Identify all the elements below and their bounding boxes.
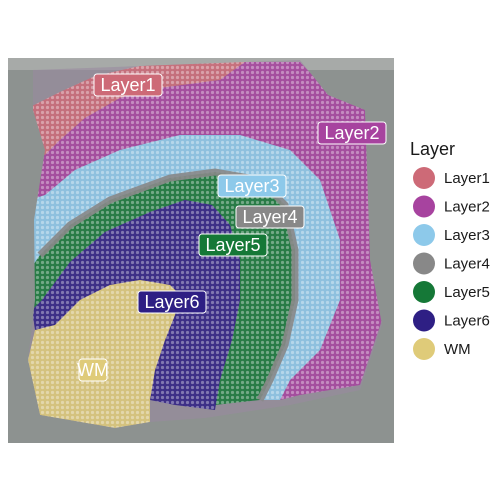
svg-text:Layer1: Layer1 — [100, 75, 155, 95]
legend: Layer Layer1 Layer2 Layer3 Layer4 Layer5 Laye… — [410, 139, 490, 360]
legend-item-layer4: Layer4 — [413, 252, 490, 275]
svg-text:Layer2: Layer2 — [324, 123, 379, 143]
svg-text:Layer3: Layer3 — [224, 176, 279, 196]
region-label-box — [235, 205, 305, 229]
legend-swatch — [413, 224, 435, 246]
svg-text:Layer4: Layer4 — [242, 207, 297, 227]
region-label-wm: WM — [77, 358, 109, 382]
legend-swatch — [413, 338, 435, 360]
region-label-layer2: Layer2 — [317, 121, 387, 145]
legend-title: Layer — [410, 139, 455, 159]
svg-text:Layer6: Layer6 — [144, 292, 199, 312]
legend-swatch — [413, 167, 435, 189]
legend-item-layer5: Layer5 — [413, 281, 490, 303]
region-label-box — [93, 73, 163, 97]
layer-regions — [28, 62, 382, 428]
legend-label: Layer2 — [444, 199, 490, 216]
legend-label: Layer3 — [444, 227, 490, 244]
legend-swatch — [413, 309, 435, 332]
region-label-box — [78, 358, 108, 382]
region-label-layer1: Layer1 — [93, 73, 163, 97]
svg-text:WM: WM — [77, 360, 109, 380]
legend-label: Layer4 — [444, 256, 490, 273]
region-label-layer6: Layer6 — [137, 290, 207, 314]
legend-label: Layer1 — [444, 170, 490, 187]
svg-text:Layer5: Layer5 — [205, 235, 260, 255]
legend-item-layer6: Layer6 — [413, 309, 490, 332]
region-label-layer3: Layer3 — [217, 174, 287, 198]
region-label-layer5: Layer5 — [198, 233, 268, 257]
legend-label: Layer6 — [444, 313, 490, 330]
region-labels: Layer1 Layer2 Layer3 Layer4 Layer5 Layer6 WM — [77, 73, 387, 382]
legend-item-wm: WM — [413, 338, 471, 360]
legend-item-layer1: Layer1 — [413, 167, 490, 189]
region-label-box — [317, 121, 387, 145]
legend-swatch — [413, 252, 435, 275]
legend-swatch — [413, 281, 435, 303]
legend-label: WM — [444, 341, 471, 358]
region-label-box — [198, 233, 268, 257]
region-label-box — [217, 174, 287, 198]
legend-label: Layer5 — [444, 284, 490, 301]
legend-item-layer2: Layer2 — [413, 195, 490, 218]
legend-swatch — [413, 195, 435, 218]
region-label-box — [137, 290, 207, 314]
region-label-layer4: Layer4 — [235, 205, 305, 229]
legend-item-layer3: Layer3 — [413, 224, 490, 246]
